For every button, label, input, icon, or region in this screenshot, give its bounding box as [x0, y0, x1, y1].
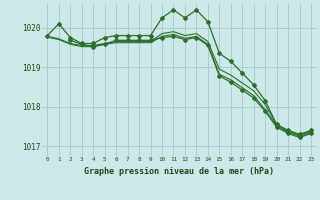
X-axis label: Graphe pression niveau de la mer (hPa): Graphe pression niveau de la mer (hPa)	[84, 167, 274, 176]
